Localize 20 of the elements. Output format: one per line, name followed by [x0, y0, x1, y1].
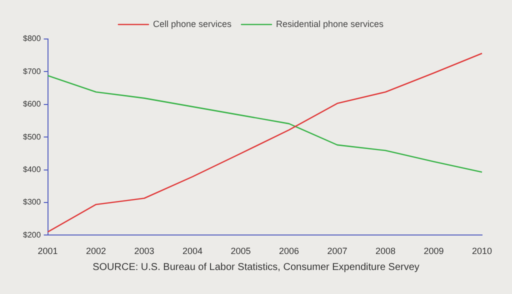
- source-note: SOURCE: U.S. Bureau of Labor Statistics, Consumer Expenditure Servey: [92, 262, 420, 273]
- x-tick-label: 2006: [279, 246, 300, 256]
- y-tick-label: $300: [23, 198, 42, 207]
- y-tick-label: $400: [23, 165, 42, 174]
- y-tick-label: $600: [23, 100, 42, 109]
- x-tick-label: 2008: [375, 246, 396, 256]
- y-tick-label: $200: [23, 230, 42, 240]
- y-tick-label: $700: [23, 66, 42, 76]
- x-tick-label: 2010: [472, 246, 492, 256]
- x-tick-label: 2005: [230, 246, 251, 256]
- x-tick-label: 2009: [424, 246, 444, 256]
- x-tick-label: 2004: [182, 246, 203, 256]
- x-tick-label: 2002: [86, 246, 106, 256]
- x-tick-label: 2007: [327, 246, 348, 256]
- y-tick-label: $500: [23, 132, 42, 142]
- x-tick-label: 2003: [134, 246, 154, 256]
- legend-label: Residential phone services: [276, 18, 384, 29]
- legend-label: Cell phone services: [152, 18, 232, 29]
- x-tick-label: 2001: [38, 246, 58, 256]
- y-tick-label: $800: [23, 34, 42, 44]
